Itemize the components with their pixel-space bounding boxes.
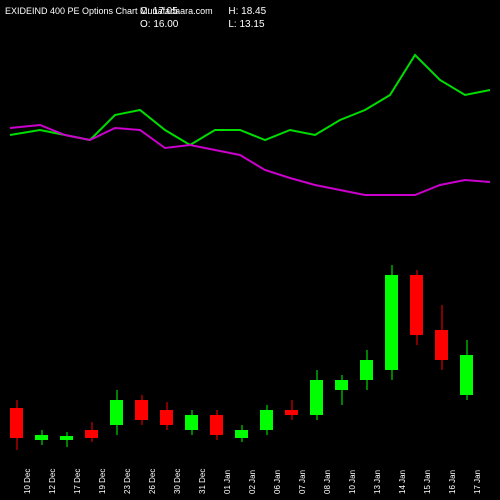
x-axis-label: 13 Jan — [373, 470, 382, 494]
x-axis-label: 30 Dec — [173, 469, 182, 494]
x-axis-label: 31 Dec — [198, 469, 207, 494]
candle-body — [360, 360, 373, 380]
candle-body — [185, 415, 198, 430]
x-axis-label: 19 Dec — [98, 469, 107, 494]
x-axis-label: 02 Jan — [248, 470, 257, 494]
magenta-indicator-line — [10, 125, 490, 195]
candle — [85, 220, 98, 450]
candle — [360, 220, 373, 450]
candle-body — [60, 436, 73, 440]
candle — [35, 220, 48, 450]
candle — [385, 220, 398, 450]
x-axis-label: 01 Jan — [223, 470, 232, 494]
candle — [335, 220, 348, 450]
green-indicator-line — [10, 55, 490, 145]
candle-body — [260, 410, 273, 430]
x-axis-label: 08 Jan — [323, 470, 332, 494]
candle — [235, 220, 248, 450]
x-axis-label: 17 Jan — [473, 470, 482, 494]
candle — [135, 220, 148, 450]
x-axis-label: 06 Jan — [273, 470, 282, 494]
candle-body — [435, 330, 448, 360]
x-axis-label: 23 Dec — [123, 469, 132, 494]
candle — [110, 220, 123, 450]
candle-body — [235, 430, 248, 438]
x-axis-label: 14 Jan — [398, 470, 407, 494]
candle-body — [10, 408, 23, 438]
candle-body — [135, 400, 148, 420]
candle-body — [335, 380, 348, 390]
candle — [260, 220, 273, 450]
x-axis-label: 15 Jan — [423, 470, 432, 494]
candle-body — [160, 410, 173, 425]
candle-body — [385, 275, 398, 370]
candle-body — [460, 355, 473, 395]
candle — [285, 220, 298, 450]
x-axis-label: 26 Dec — [148, 469, 157, 494]
candle-body — [35, 435, 48, 440]
candle — [460, 220, 473, 450]
indicator-lines — [0, 0, 500, 220]
x-axis-label: 17 Dec — [73, 469, 82, 494]
candle — [60, 220, 73, 450]
candle-body — [110, 400, 123, 425]
candle — [185, 220, 198, 450]
candlestick-area — [10, 220, 490, 450]
x-axis-label: 10 Dec — [23, 469, 32, 494]
x-axis-label: 16 Jan — [448, 470, 457, 494]
candle — [410, 220, 423, 450]
candle — [10, 220, 23, 450]
candle — [435, 220, 448, 450]
candle — [210, 220, 223, 450]
x-axis-label: 07 Jan — [298, 470, 307, 494]
candle-body — [285, 410, 298, 415]
x-axis-label: 10 Jan — [348, 470, 357, 494]
candle-body — [410, 275, 423, 335]
candle-body — [85, 430, 98, 438]
x-axis-labels: 10 Dec 12 Dec 17 Dec 19 Dec 23 Dec 26 Dec 30 D… — [10, 453, 490, 498]
candle — [310, 220, 323, 450]
candle-body — [310, 380, 323, 415]
candle — [160, 220, 173, 450]
candle-body — [210, 415, 223, 435]
x-axis-label: 12 Dec — [48, 469, 57, 494]
